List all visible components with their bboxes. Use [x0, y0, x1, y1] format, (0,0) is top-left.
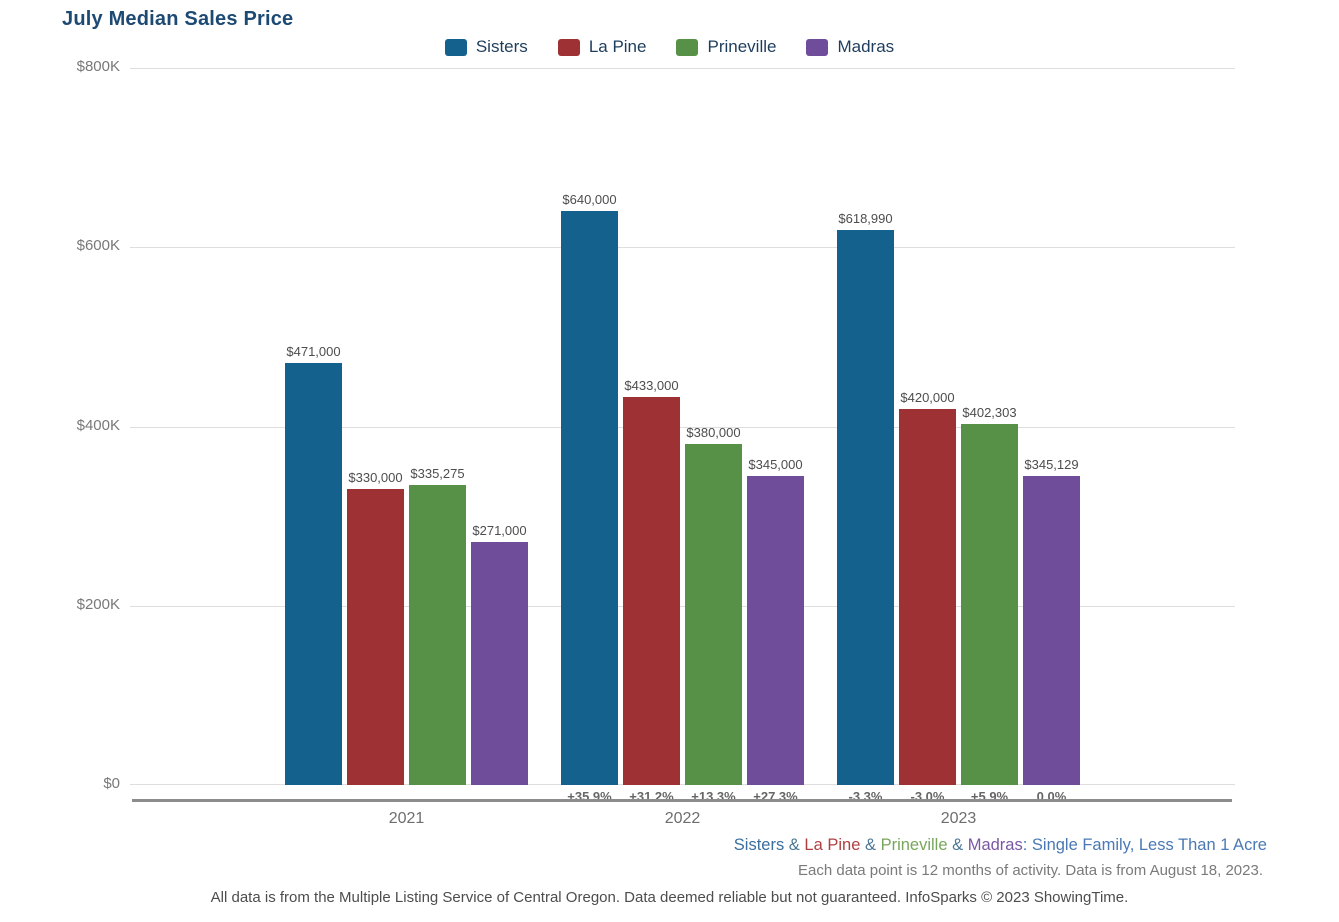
- plot-area: $471,000 $640,000 +35.9% $618,990 -3.3% $330,…: [130, 68, 1235, 804]
- series-note-segment: La Pine: [804, 836, 861, 854]
- bar-prineville-2021[interactable]: [409, 485, 466, 785]
- bar-value-label: $640,000: [562, 192, 617, 207]
- x-axis-line: [132, 799, 1232, 802]
- bar-prineville-2023[interactable]: [961, 424, 1018, 785]
- bar-value-label: $402,303: [962, 405, 1017, 420]
- series-note-segment: Prineville: [880, 836, 948, 854]
- bar-value-label: $433,000: [624, 378, 679, 393]
- series-note-segment: : Single Family, Less Than 1 Acre: [1022, 836, 1267, 854]
- series-note-segment: &: [784, 836, 805, 854]
- gridline: [130, 606, 1235, 607]
- bar-value-label: $335,275: [410, 466, 465, 481]
- bar-value-label: $271,000: [472, 523, 527, 538]
- bar-value-label: $345,129: [1024, 457, 1079, 472]
- legend-swatch-icon: [676, 38, 699, 56]
- bar-prineville-2022[interactable]: [685, 444, 742, 785]
- legend-item-madras[interactable]: Madras: [806, 37, 894, 57]
- chart-title: July Median Sales Price: [62, 8, 294, 30]
- y-tick-label: $400K: [76, 417, 120, 434]
- activity-note: Each data point is 12 months of activity…: [798, 862, 1263, 879]
- legend-label: Prineville: [707, 37, 777, 56]
- bar-la-pine-2022[interactable]: [623, 397, 680, 785]
- bar-sisters-2021[interactable]: [285, 363, 342, 785]
- gridline: [130, 247, 1235, 248]
- bar-value-label: $380,000: [686, 425, 741, 440]
- series-note-segment: Madras: [967, 836, 1023, 854]
- legend-swatch-icon: [557, 38, 580, 56]
- bar-madras-2022[interactable]: [747, 476, 804, 785]
- gridline: [130, 68, 1235, 69]
- x-tick-label: 2023: [940, 810, 977, 827]
- series-note-segment: &: [860, 836, 881, 854]
- bar-sisters-2023[interactable]: [837, 230, 894, 785]
- legend-item-prineville[interactable]: Prineville: [676, 37, 776, 57]
- disclaimer: All data is from the Multiple Listing Se…: [210, 889, 1129, 906]
- legend-label: Sisters: [475, 37, 528, 56]
- x-tick-label: 2022: [664, 810, 701, 827]
- legend: Sisters La Pine Prineville Madras: [0, 37, 1339, 57]
- series-note: Sisters & La Pine & Prineville & Madras:…: [734, 836, 1267, 855]
- gridline: [130, 427, 1235, 428]
- y-tick-label: $800K: [76, 58, 120, 75]
- bar-la-pine-2023[interactable]: [899, 409, 956, 785]
- bar-madras-2021[interactable]: [471, 542, 528, 785]
- bar-value-label: $471,000: [286, 344, 341, 359]
- bar-value-label: $345,000: [748, 457, 803, 472]
- bar-la-pine-2021[interactable]: [347, 489, 404, 785]
- legend-label: Madras: [837, 37, 895, 56]
- series-note-segment: &: [947, 836, 968, 854]
- x-tick-label: 2021: [388, 810, 425, 827]
- legend-item-la-pine[interactable]: La Pine: [557, 37, 647, 57]
- series-note-segment: Sisters: [733, 836, 785, 854]
- y-tick-label: $600K: [76, 237, 120, 254]
- bar-value-label: $420,000: [900, 390, 955, 405]
- legend-swatch-icon: [806, 38, 829, 56]
- legend-item-sisters[interactable]: Sisters: [444, 37, 528, 57]
- bar-sisters-2022[interactable]: [561, 211, 618, 785]
- y-tick-label: $0: [103, 775, 120, 792]
- legend-label: La Pine: [588, 37, 647, 56]
- y-tick-label: $200K: [76, 596, 120, 613]
- bar-madras-2023[interactable]: [1023, 476, 1080, 785]
- bar-value-label: $618,990: [838, 211, 893, 226]
- legend-swatch-icon: [444, 38, 467, 56]
- bar-value-label: $330,000: [348, 470, 403, 485]
- gridline: [130, 784, 1235, 785]
